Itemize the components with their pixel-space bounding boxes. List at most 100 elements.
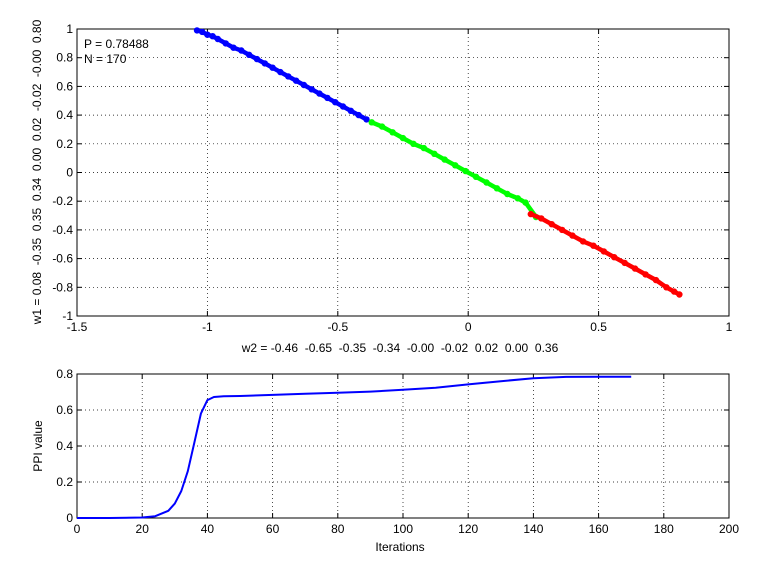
- ppi-x-tick-label: 140: [523, 522, 543, 536]
- scatter-x-tick-label: 0.5: [590, 320, 607, 334]
- scatter-point: [642, 271, 649, 278]
- ppi-y-tick-label: 0.2: [56, 475, 73, 489]
- scatter-point: [538, 215, 545, 222]
- scatter-point: [527, 210, 534, 218]
- scatter-point: [253, 55, 261, 63]
- scatter-point: [676, 291, 683, 298]
- scatter-point: [462, 167, 469, 175]
- scatter-x-tick-label: 0: [465, 320, 472, 334]
- ppi-x-tick-label: 80: [331, 522, 345, 536]
- scatter-point: [209, 33, 216, 40]
- scatter-point: [483, 179, 490, 186]
- scatter-point: [230, 44, 237, 51]
- scatter-point: [558, 226, 566, 234]
- scatter-point: [410, 140, 417, 147]
- ppi-y-tick-label: 0.4: [56, 439, 73, 453]
- scatter-point: [621, 259, 628, 267]
- scatter-point: [261, 60, 268, 67]
- scatter-y-tick-label: 0.6: [56, 79, 73, 93]
- scatter-point: [652, 276, 660, 284]
- ppi-x-tick-label: 120: [458, 522, 478, 536]
- scatter-point: [663, 284, 670, 291]
- scatter-y-tick-label: -0.2: [52, 194, 73, 208]
- scatter-x-tick-label: -1.5: [67, 320, 88, 334]
- scatter-y-tick-label: -0.6: [52, 252, 73, 266]
- scatter-plot: -1.5 -1 -0.5 0 0.5 1-1-0.8-0.6-0.4-0.200.20.4…: [30, 19, 733, 355]
- scatter-point: [431, 150, 438, 157]
- scatter-y-tick-label: 0.4: [56, 108, 73, 122]
- scatter-point: [420, 144, 428, 152]
- ppi-x-tick-label: 0: [74, 522, 81, 536]
- ppi-y-tick-label: 0.6: [56, 403, 73, 417]
- scatter-annotation-n: N = 170: [84, 52, 127, 66]
- scatter-point: [222, 40, 229, 47]
- ppi-y-axis-label: PPI value: [31, 420, 45, 472]
- scatter-point: [389, 129, 396, 136]
- scatter-y-tick-label: -0.4: [52, 223, 73, 237]
- scatter-y-axis-label: w1 = 0.08 -0.35 0.35 0.34 0.00 0.02 -0.0…: [30, 19, 44, 325]
- scatter-x-tick-label: -1: [202, 320, 213, 334]
- scatter-point: [332, 99, 339, 106]
- scatter-annotation-p: P = 0.78488: [84, 37, 149, 51]
- scatter-x-axis-label: w2 = -0.46 -0.65 -0.35 -0.34 -0.00 -0.02…: [241, 341, 559, 355]
- ppi-x-tick-label: 100: [393, 522, 413, 536]
- scatter-y-tick-label: 0.2: [56, 137, 73, 151]
- scatter-point: [631, 265, 639, 272]
- scatter-point: [292, 77, 300, 84]
- ppi-y-tick-label: 0: [66, 511, 73, 525]
- scatter-y-tick-label: 1: [66, 22, 73, 36]
- scatter-point: [324, 94, 331, 102]
- ppi-line-plot: 0 20 40 60 80 100 120 140 160 180 200 0 0.2 0.4 0.6 0.8…: [31, 367, 739, 554]
- scatter-point: [611, 254, 618, 261]
- scatter-point: [671, 288, 678, 295]
- scatter-point: [199, 28, 206, 36]
- scatter-point: [590, 242, 597, 249]
- scatter-point: [269, 64, 276, 71]
- scatter-point: [472, 173, 480, 180]
- scatter-y-tick-label: -1: [62, 309, 73, 323]
- scatter-point: [355, 111, 362, 119]
- scatter-point: [600, 248, 607, 255]
- scatter-point: [300, 81, 308, 89]
- scatter-y-tick-label: 0.8: [56, 51, 73, 65]
- scatter-point: [363, 116, 370, 123]
- scatter-point: [238, 47, 245, 54]
- scatter-point: [569, 232, 576, 239]
- scatter-point: [399, 134, 407, 142]
- scatter-x-tick-label: -0.5: [327, 320, 348, 334]
- scatter-y-tick-label: -0.8: [52, 280, 73, 294]
- ppi-x-tick-label: 180: [654, 522, 674, 536]
- scatter-point: [214, 35, 221, 43]
- ppi-x-tick-label: 40: [201, 522, 215, 536]
- ppi-y-tick-label: 0.8: [56, 367, 73, 381]
- scatter-point: [339, 103, 347, 110]
- scatter-series-band-2: [528, 211, 682, 297]
- scatter-point: [193, 27, 201, 34]
- scatter-axes-box: [76, 28, 730, 317]
- scatter-point: [493, 185, 501, 192]
- scatter-point: [277, 68, 284, 76]
- scatter-point: [285, 73, 292, 80]
- scatter-point: [504, 190, 511, 198]
- ppi-line-series-0: [77, 375, 632, 519]
- scatter-point: [548, 221, 555, 228]
- scatter-x-tick-label: 1: [726, 320, 733, 334]
- scatter-point: [378, 123, 386, 130]
- ppi-x-tick-label: 60: [266, 522, 280, 536]
- scatter-point: [452, 162, 459, 169]
- scatter-point: [579, 238, 587, 245]
- scatter-point: [308, 86, 315, 93]
- scatter-point: [204, 31, 211, 38]
- ppi-x-tick-label: 20: [136, 522, 150, 536]
- scatter-point: [522, 199, 529, 206]
- scatter-y-tick-label: 0: [66, 166, 73, 180]
- scatter-point: [245, 51, 253, 58]
- scatter-point: [316, 90, 323, 97]
- scatter-point: [514, 195, 521, 202]
- scatter-point: [441, 156, 448, 163]
- scatter-point: [368, 119, 375, 126]
- ppi-x-tick-label: 200: [719, 522, 739, 536]
- ppi-x-tick-label: 160: [589, 522, 609, 536]
- ppi-x-axis-label: Iterations: [375, 540, 424, 554]
